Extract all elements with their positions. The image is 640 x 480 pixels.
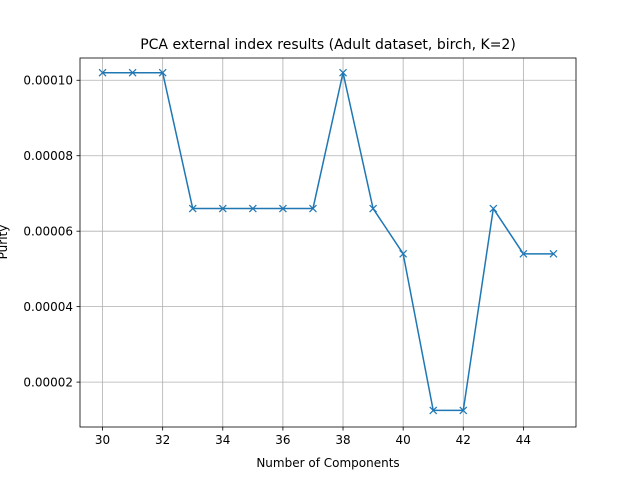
x-axis-label: Number of Components bbox=[256, 456, 399, 470]
data-point bbox=[399, 249, 408, 258]
data-point bbox=[98, 68, 107, 77]
axes-frame bbox=[79, 57, 577, 428]
grid-lines bbox=[80, 58, 576, 427]
data-point bbox=[158, 68, 167, 77]
data-point bbox=[489, 204, 498, 213]
data-point bbox=[278, 204, 287, 213]
y-axis-ticks: 0.00002 0.00004 0.00006 0.00008 0.00010 bbox=[23, 74, 80, 389]
data-point bbox=[519, 249, 528, 258]
x-tick-label: 36 bbox=[275, 433, 290, 447]
series-group bbox=[98, 68, 558, 415]
data-point bbox=[188, 204, 197, 213]
data-point bbox=[549, 249, 558, 258]
data-point bbox=[128, 68, 137, 77]
x-tick-label: 38 bbox=[335, 433, 350, 447]
x-tick-label: 30 bbox=[95, 433, 110, 447]
x-tick-label: 40 bbox=[396, 433, 411, 447]
y-tick-label: 0.00010 bbox=[23, 74, 73, 88]
data-point bbox=[218, 204, 227, 213]
x-tick-label: 34 bbox=[215, 433, 230, 447]
series-line bbox=[102, 71, 554, 412]
data-point bbox=[309, 204, 317, 213]
data-point bbox=[248, 204, 257, 213]
y-tick-label: 0.00004 bbox=[23, 300, 73, 314]
data-point bbox=[429, 406, 438, 415]
y-tick-label: 0.00008 bbox=[23, 149, 73, 163]
data-point bbox=[459, 406, 468, 415]
x-axis-ticks: 30 32 34 36 38 40 42 44 bbox=[95, 427, 531, 447]
x-tick-label: 42 bbox=[456, 433, 471, 447]
y-axis-label: Purity bbox=[0, 225, 10, 260]
x-tick-label: 44 bbox=[516, 433, 531, 447]
chart-title: PCA external index results (Adult datase… bbox=[140, 37, 516, 53]
y-tick-label: 0.00006 bbox=[23, 224, 73, 238]
y-tick-label: 0.00002 bbox=[23, 375, 73, 389]
data-point bbox=[369, 204, 378, 213]
data-point bbox=[339, 68, 347, 77]
x-tick-label: 32 bbox=[155, 433, 170, 447]
plot-area bbox=[80, 58, 576, 427]
